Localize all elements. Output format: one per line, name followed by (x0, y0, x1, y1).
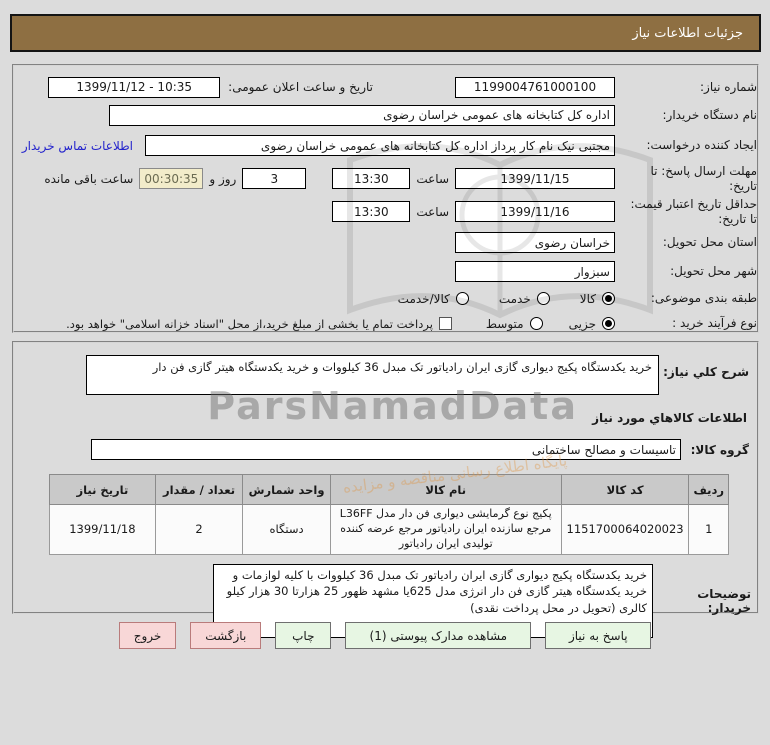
items-heading: اطلاعات کالاهاي مورد نیاز (592, 411, 747, 425)
radio-kala-label: کالا (579, 291, 596, 306)
buyer-org-field[interactable]: اداره کل کتابخانه های عمومی خراسان رضوی (109, 104, 615, 126)
respond-to-need-button[interactable]: پاسخ به نیاز (545, 622, 652, 649)
countdown-timer: 00:30:35 (139, 168, 204, 189)
col-item-code: کد کالا (560, 474, 690, 505)
city-field[interactable]: سبزوار (455, 261, 615, 282)
exit-button[interactable]: خروج (118, 622, 177, 649)
classification-row: طبقه بندی موضوعی: کالا خدمت کالا/خدمت (14, 286, 757, 311)
buyer-notes-label: توضیحات خریدار: (697, 586, 751, 615)
buyer-org-row: نام دستگاه خریدار: اداره کل کتابخانه های… (14, 101, 757, 129)
treasury-checkbox[interactable] (438, 317, 452, 330)
col-unit: واحد شمارش (242, 474, 331, 505)
radio-motevaset[interactable] (529, 317, 543, 330)
cell-item-name: پکیج نوع گرمایشی دیواری فن دار مدل L36FF… (329, 504, 562, 555)
cell-item-code: 1151700064020023 (560, 504, 690, 555)
price-validity-row: حداقل تاریخ اعتبار قیمت: تا تاریخ: 1399/… (14, 195, 757, 228)
action-button-bar: پاسخ به نیاز مشاهده مدارک پیوستی (1) چاپ… (0, 622, 770, 649)
goods-group-row: گروه کالا: تاسیسات و مصالح ساختمانی (14, 439, 757, 460)
radio-khedmat-label: خدمت (498, 291, 531, 306)
city-label: شهر محل تحویل: (670, 264, 757, 278)
goods-group-field[interactable]: تاسیسات و مصالح ساختمانی (91, 439, 681, 460)
deadline-time-field[interactable]: 13:30 (332, 168, 411, 189)
col-quantity: تعداد / مقدار (154, 474, 244, 505)
radio-jozii[interactable] (602, 317, 615, 330)
radio-kala-khedmat[interactable] (455, 292, 469, 305)
view-attachments-button[interactable]: مشاهده مدارک پیوستی (1) (345, 622, 532, 649)
deadline-hour-label: ساعت (416, 171, 449, 186)
need-number-row: شماره نیاز: 1199004761000100 تاریخ و ساع… (14, 73, 757, 101)
process-label: نوع فرآیند خرید : (672, 316, 757, 330)
remaining-label: ساعت باقی مانده (44, 171, 134, 186)
cell-need-date: 1399/11/18 (49, 504, 156, 555)
deadline-row: مهلت ارسال پاسخ: تا تاریخ: 1399/11/15 سا… (14, 162, 757, 195)
radio-kala[interactable] (602, 292, 615, 305)
need-summary-label: شرح کلي نیاز: (663, 365, 749, 379)
treasury-checkbox-label: پرداخت تمام یا بخشی از مبلغ خرید،از محل … (66, 316, 433, 331)
need-number-label: شماره نیاز: (700, 79, 757, 94)
page-title: جزئیات اطلاعات نیاز (632, 25, 743, 41)
days-and-label: روز و (209, 171, 237, 186)
creator-row: ایجاد کننده درخواست: مجتبی نیک نام کار پ… (14, 129, 757, 162)
need-summary-row: شرح کلي نیاز: خرید یکدستگاه پکیج دیواری … (14, 355, 757, 395)
deadline-date-field[interactable]: 1399/11/15 (455, 168, 615, 189)
process-type-row: نوع فرآیند خرید : جزیی متوسط پرداخت تمام… (14, 311, 757, 336)
radio-jozii-label: جزیی (568, 316, 596, 331)
announce-datetime-field[interactable]: 1399/11/12 - 10:35 (48, 76, 221, 98)
deadline-label: مهلت ارسال پاسخ: تا تاریخ: (650, 163, 757, 193)
buyer-contact-link[interactable]: اطلاعات تماس خریدار (21, 138, 133, 153)
province-field[interactable]: خراسان رضوی (455, 232, 615, 253)
creator-field[interactable]: مجتبی نیک نام کار پرداز اداره کل کتابخان… (145, 135, 615, 156)
validity-label: حداقل تاریخ اعتبار قیمت: تا تاریخ: (630, 196, 757, 226)
need-number-field[interactable]: 1199004761000100 (455, 76, 615, 98)
col-row-number: ردیف (688, 474, 729, 505)
cell-row-number: 1 (688, 504, 729, 555)
items-table-header-row: ردیف کد کالا نام کالا واحد شمارش تعداد /… (49, 474, 729, 505)
radio-motevaset-label: متوسط (485, 316, 524, 331)
radio-kala-khedmat-label: کالا/خدمت (397, 291, 450, 306)
validity-time-field[interactable]: 13:30 (332, 201, 411, 222)
buyer-org-label: نام دستگاه خریدار: (662, 107, 758, 122)
items-table: ردیف کد کالا نام کالا واحد شمارش تعداد /… (49, 474, 729, 555)
radio-khedmat[interactable] (536, 292, 550, 305)
validity-date-field[interactable]: 1399/11/16 (455, 201, 615, 222)
creator-label: ایجاد کننده درخواست: (646, 138, 757, 152)
need-summary-box[interactable]: خرید یکدستگاه پکیج دیواری گازی ایران راد… (86, 355, 659, 395)
days-remaining-field[interactable]: 3 (242, 168, 307, 189)
city-row: شهر محل تحویل: سبزوار (14, 257, 757, 286)
announce-label: تاریخ و ساعت اعلان عمومی: (228, 80, 373, 94)
col-need-date: تاریخ نیاز (49, 474, 156, 505)
cell-unit: دستگاه (242, 504, 331, 555)
items-panel: شرح کلي نیاز: خرید یکدستگاه پکیج دیواری … (12, 341, 759, 638)
validity-hour-label: ساعت (416, 204, 449, 219)
goods-group-label: گروه کالا: (690, 442, 749, 457)
cell-quantity: 2 (154, 504, 244, 555)
province-row: استان محل تحویل: خراسان رضوی (14, 228, 757, 257)
classification-label: طبقه بندی موضوعی: (650, 291, 757, 305)
page-title-bar: جزئیات اطلاعات نیاز (10, 14, 761, 52)
province-label: استان محل تحویل: (662, 235, 757, 249)
need-info-panel: شماره نیاز: 1199004761000100 تاریخ و ساع… (12, 64, 759, 333)
col-item-name: نام کالا (329, 474, 562, 505)
table-row[interactable]: 1 1151700064020023 پکیج نوع گرمایشی دیوا… (49, 504, 729, 555)
back-button[interactable]: بازگشت (190, 622, 262, 649)
print-button[interactable]: چاپ (275, 622, 332, 649)
